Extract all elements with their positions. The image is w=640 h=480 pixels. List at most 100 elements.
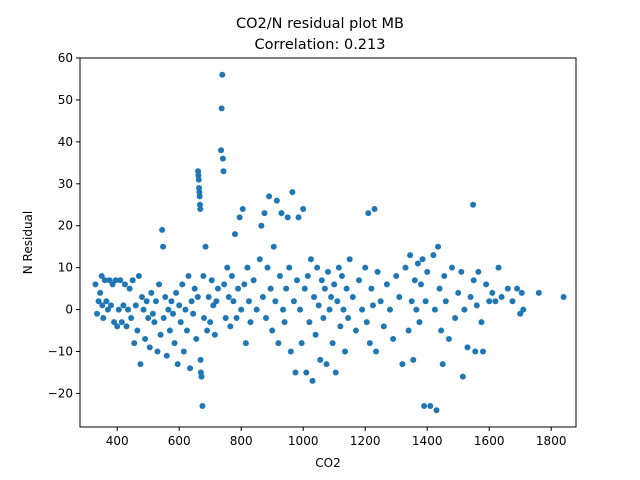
data-point	[198, 373, 205, 380]
data-point	[486, 298, 493, 305]
data-point	[337, 323, 344, 330]
data-point	[300, 205, 307, 212]
data-point	[194, 294, 201, 301]
data-point	[126, 285, 133, 292]
data-point	[306, 319, 313, 326]
data-point	[325, 268, 331, 275]
y-tick-label: −20	[48, 386, 73, 400]
data-point	[363, 319, 370, 326]
data-point	[170, 310, 176, 317]
data-point	[241, 281, 248, 288]
data-point	[498, 294, 505, 301]
data-point	[218, 105, 225, 112]
data-point	[356, 277, 362, 284]
data-point	[441, 273, 448, 280]
data-point	[405, 327, 412, 334]
data-point	[442, 298, 449, 305]
data-point	[193, 335, 200, 342]
data-point	[304, 273, 311, 280]
data-point	[188, 298, 195, 305]
data-point	[199, 403, 206, 410]
y-axis-ticks: −20 −10 0 10 20 30 40 50 60	[48, 51, 80, 400]
data-point	[165, 306, 172, 313]
data-point	[377, 298, 384, 305]
data-point	[393, 273, 400, 280]
data-point	[233, 314, 240, 321]
data-point	[290, 298, 297, 305]
data-point	[200, 273, 207, 280]
data-point	[380, 323, 387, 330]
data-point	[213, 298, 220, 305]
data-point	[221, 281, 228, 288]
data-point	[270, 243, 277, 250]
data-point	[334, 298, 341, 305]
data-point	[244, 264, 251, 271]
data-point	[236, 214, 243, 221]
data-point	[140, 306, 147, 313]
y-tick-label: 10	[58, 261, 73, 275]
data-point	[349, 294, 356, 301]
data-point	[163, 352, 170, 359]
x-tick-label: 1000	[288, 434, 319, 448]
data-point	[470, 201, 477, 208]
data-point	[100, 314, 107, 321]
data-point	[214, 285, 221, 292]
data-point	[146, 344, 153, 351]
data-point	[156, 281, 163, 288]
data-point	[125, 306, 132, 313]
x-tick-label: 800	[230, 434, 253, 448]
data-point	[176, 302, 183, 309]
data-point	[418, 281, 424, 288]
data-point	[101, 277, 108, 284]
data-point	[283, 285, 290, 292]
data-point	[131, 340, 138, 347]
data-point	[424, 268, 431, 275]
y-tick-label: 40	[58, 135, 73, 149]
data-point	[433, 407, 440, 414]
data-point	[128, 314, 135, 321]
data-point	[509, 298, 516, 305]
data-point	[514, 285, 521, 292]
data-point	[315, 302, 322, 309]
data-point	[320, 314, 327, 321]
data-point	[297, 306, 304, 313]
data-point	[273, 197, 280, 204]
data-point	[134, 327, 141, 334]
data-point	[191, 285, 198, 292]
data-point	[142, 335, 149, 342]
data-point	[416, 319, 423, 326]
data-point	[263, 314, 269, 321]
data-point	[368, 285, 375, 292]
chart-title: CO2/N residual plot MB	[236, 16, 404, 32]
data-point	[211, 331, 218, 338]
data-point	[98, 273, 105, 280]
data-point	[359, 306, 366, 313]
data-point	[492, 298, 499, 305]
data-point	[256, 256, 263, 263]
data-point	[276, 273, 283, 280]
data-point	[258, 222, 265, 229]
data-point	[449, 264, 455, 271]
data-point	[323, 361, 330, 368]
data-point	[278, 210, 285, 217]
data-point	[286, 264, 293, 271]
data-point	[445, 335, 452, 342]
data-point	[295, 214, 302, 221]
data-point	[104, 306, 111, 313]
data-point	[157, 331, 164, 338]
data-point	[103, 298, 110, 305]
data-point	[292, 369, 299, 376]
data-point	[190, 310, 197, 317]
y-tick-label: −10	[48, 345, 73, 359]
data-point	[118, 319, 125, 326]
data-point	[220, 168, 227, 175]
data-point	[383, 281, 390, 288]
data-point	[411, 277, 418, 284]
data-point	[95, 298, 102, 305]
data-point	[112, 277, 119, 284]
data-point	[435, 243, 442, 250]
data-point	[132, 302, 139, 309]
y-axis-label: N Residual	[21, 211, 35, 274]
data-point	[250, 277, 257, 284]
data-point	[160, 314, 167, 321]
